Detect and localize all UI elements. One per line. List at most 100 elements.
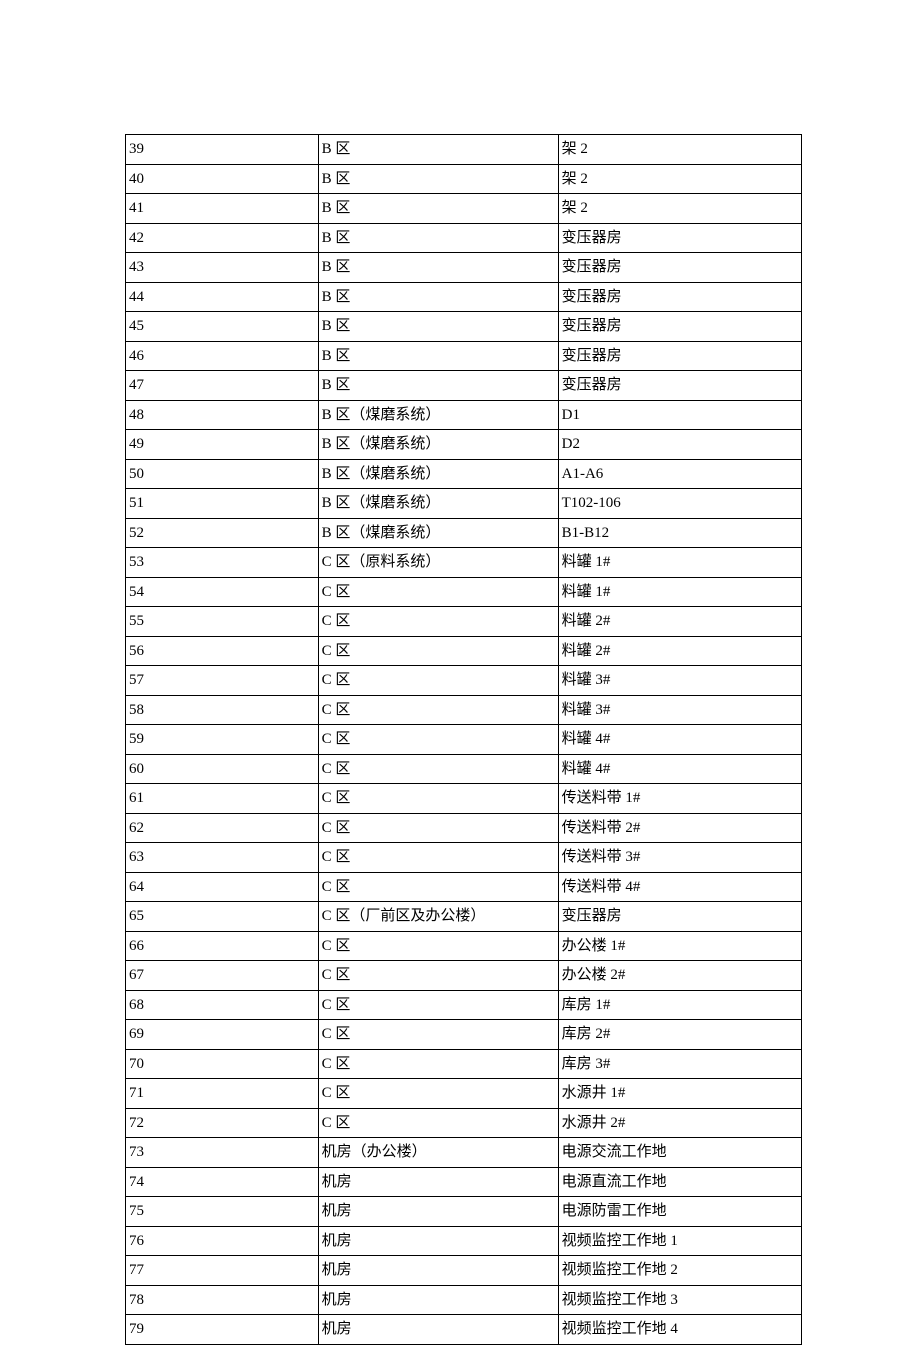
table-cell: 67 [126, 961, 319, 991]
table-cell: 56 [126, 636, 319, 666]
table-cell: 视频监控工作地 2 [558, 1256, 801, 1286]
table-cell: C 区 [318, 813, 558, 843]
table-cell: 44 [126, 282, 319, 312]
table-cell: 机房 [318, 1315, 558, 1345]
table-cell: 料罐 4# [558, 754, 801, 784]
table-row: 76机房视频监控工作地 1 [126, 1226, 802, 1256]
table-row: 43B 区变压器房 [126, 253, 802, 283]
table-cell: C 区 [318, 754, 558, 784]
table-row: 48B 区（煤磨系统）D1 [126, 400, 802, 430]
table-cell: C 区（原料系统） [318, 548, 558, 578]
table-cell: 77 [126, 1256, 319, 1286]
table-cell: 机房 [318, 1285, 558, 1315]
table-cell: 库房 3# [558, 1049, 801, 1079]
table-cell: 架 2 [558, 194, 801, 224]
table-cell: 电源交流工作地 [558, 1138, 801, 1168]
table-cell: 75 [126, 1197, 319, 1227]
table-cell: 传送料带 4# [558, 872, 801, 902]
table-cell: C 区 [318, 1079, 558, 1109]
table-cell: C 区 [318, 725, 558, 755]
table-cell: C 区 [318, 636, 558, 666]
table-row: 57C 区料罐 3# [126, 666, 802, 696]
table-cell: B1-B12 [558, 518, 801, 548]
table-cell: 视频监控工作地 1 [558, 1226, 801, 1256]
table-cell: 53 [126, 548, 319, 578]
table-row: 63C 区传送料带 3# [126, 843, 802, 873]
table-cell: C 区 [318, 695, 558, 725]
table-cell: 变压器房 [558, 282, 801, 312]
table-cell: B 区 [318, 312, 558, 342]
table-cell: 45 [126, 312, 319, 342]
table-cell: 39 [126, 135, 319, 165]
table-cell: B 区 [318, 164, 558, 194]
table-cell: 50 [126, 459, 319, 489]
table-row: 49B 区（煤磨系统）D2 [126, 430, 802, 460]
table-row: 45B 区变压器房 [126, 312, 802, 342]
table-row: 52B 区（煤磨系统）B1-B12 [126, 518, 802, 548]
table-cell: 58 [126, 695, 319, 725]
table-row: 39B 区架 2 [126, 135, 802, 165]
table-cell: 传送料带 1# [558, 784, 801, 814]
table-cell: B 区（煤磨系统） [318, 518, 558, 548]
table-cell: B 区 [318, 135, 558, 165]
table-cell: 变压器房 [558, 902, 801, 932]
table-cell: 48 [126, 400, 319, 430]
table-cell: 71 [126, 1079, 319, 1109]
table-row: 54C 区料罐 1# [126, 577, 802, 607]
table-cell: C 区 [318, 1049, 558, 1079]
table-cell: B 区 [318, 371, 558, 401]
table-body: 39B 区架 240B 区架 241B 区架 242B 区变压器房43B 区变压… [126, 135, 802, 1345]
table-cell: 水源井 1# [558, 1079, 801, 1109]
table-cell: 料罐 3# [558, 666, 801, 696]
table-cell: 视频监控工作地 4 [558, 1315, 801, 1345]
table-row: 47B 区变压器房 [126, 371, 802, 401]
table-cell: 46 [126, 341, 319, 371]
table-cell: 料罐 3# [558, 695, 801, 725]
table-cell: 76 [126, 1226, 319, 1256]
table-cell: 65 [126, 902, 319, 932]
table-cell: 库房 1# [558, 990, 801, 1020]
table-cell: C 区 [318, 990, 558, 1020]
table-row: 67C 区办公楼 2# [126, 961, 802, 991]
table-cell: B 区（煤磨系统） [318, 400, 558, 430]
table-cell: B 区（煤磨系统） [318, 489, 558, 519]
table-cell: 电源防雷工作地 [558, 1197, 801, 1227]
table-cell: 传送料带 3# [558, 843, 801, 873]
table-cell: 料罐 2# [558, 607, 801, 637]
table-cell: 70 [126, 1049, 319, 1079]
table-row: 77机房视频监控工作地 2 [126, 1256, 802, 1286]
table-cell: C 区 [318, 872, 558, 902]
table-cell: C 区 [318, 931, 558, 961]
table-row: 53C 区（原料系统）料罐 1# [126, 548, 802, 578]
table-cell: 42 [126, 223, 319, 253]
table-cell: 51 [126, 489, 319, 519]
table-row: 40B 区架 2 [126, 164, 802, 194]
table-cell: B 区 [318, 194, 558, 224]
table-cell: B 区（煤磨系统） [318, 430, 558, 460]
table-cell: D2 [558, 430, 801, 460]
table-cell: D1 [558, 400, 801, 430]
table-cell: 办公楼 1# [558, 931, 801, 961]
table-cell: 变压器房 [558, 312, 801, 342]
table-cell: 料罐 1# [558, 548, 801, 578]
table-cell: 61 [126, 784, 319, 814]
table-cell: 43 [126, 253, 319, 283]
table-cell: 78 [126, 1285, 319, 1315]
table-cell: C 区 [318, 843, 558, 873]
table-cell: 机房 [318, 1256, 558, 1286]
table-cell: 库房 2# [558, 1020, 801, 1050]
table-cell: 机房（办公楼） [318, 1138, 558, 1168]
table-cell: 办公楼 2# [558, 961, 801, 991]
table-row: 74机房电源直流工作地 [126, 1167, 802, 1197]
table-row: 68C 区库房 1# [126, 990, 802, 1020]
table-cell: 40 [126, 164, 319, 194]
table-row: 62C 区传送料带 2# [126, 813, 802, 843]
table-row: 56C 区料罐 2# [126, 636, 802, 666]
table-row: 58C 区料罐 3# [126, 695, 802, 725]
table-cell: 变压器房 [558, 371, 801, 401]
table-cell: 料罐 1# [558, 577, 801, 607]
table-cell: 机房 [318, 1226, 558, 1256]
table-cell: 52 [126, 518, 319, 548]
table-cell: B 区 [318, 223, 558, 253]
table-row: 72C 区水源井 2# [126, 1108, 802, 1138]
